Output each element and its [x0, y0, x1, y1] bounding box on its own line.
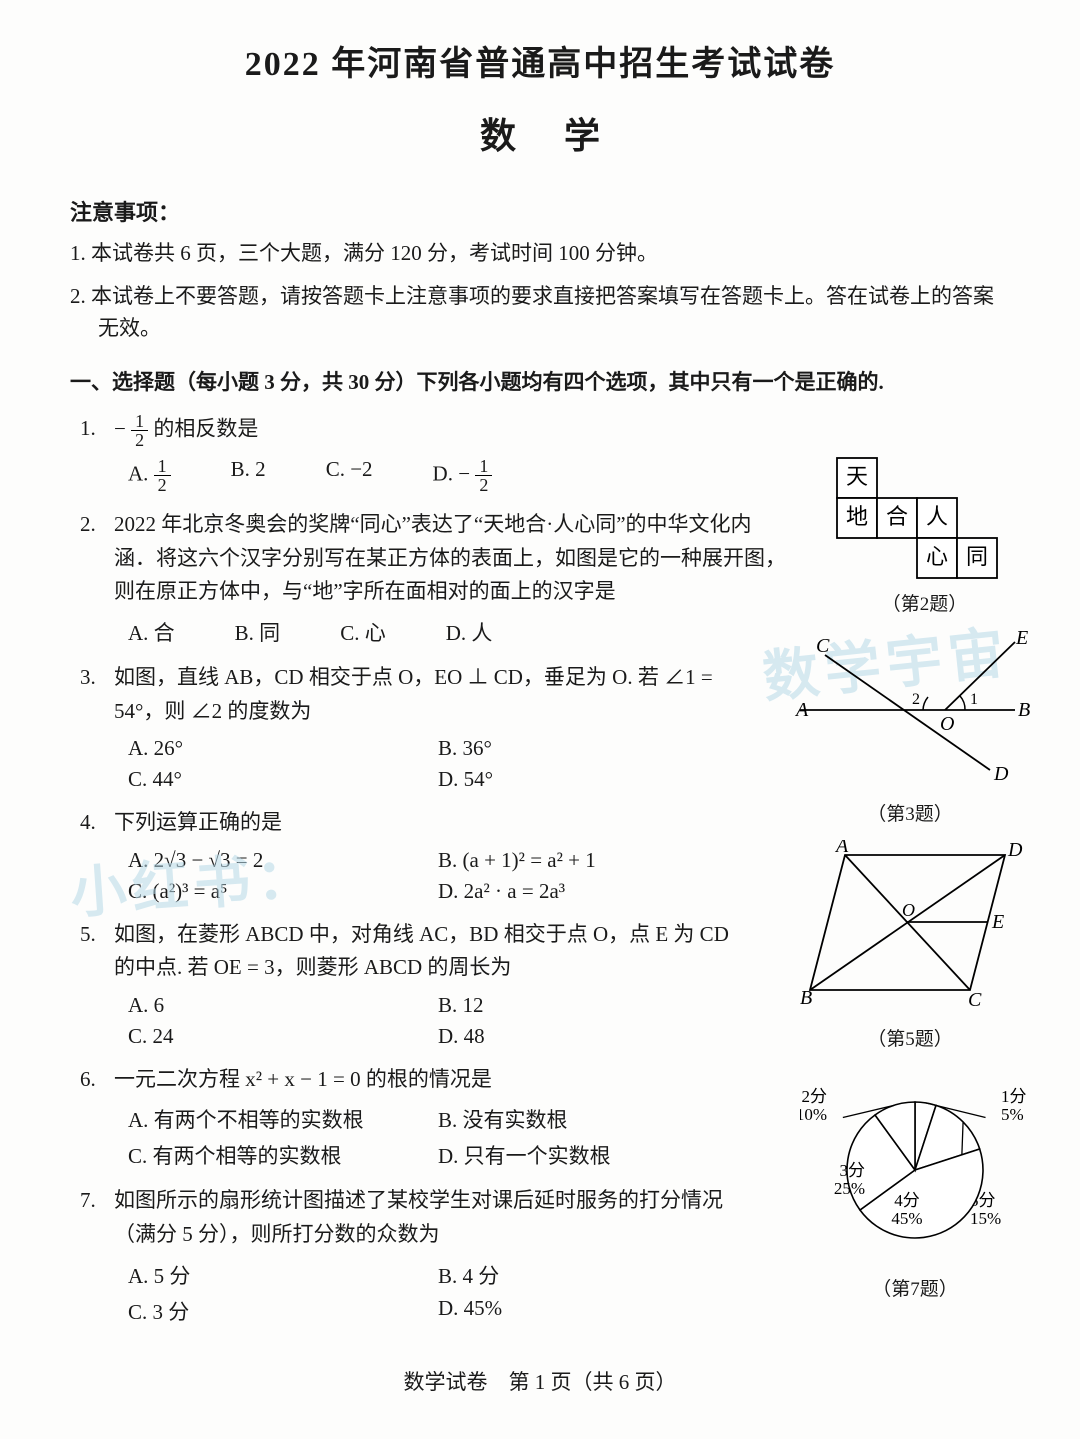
q3-number: 3.	[80, 661, 96, 695]
q2-stem: 2022 年北京冬奥会的奖牌“同心”表达了“天地合·人心同”的中华文化内涵．将这…	[114, 512, 786, 603]
notice-item-2: 2. 本试卷上不要答题，请按答题卡上注意事项的要求直接把答案填写在答题卡上。答在…	[70, 280, 1010, 345]
question-5: 5. 如图，在菱形 ABCD 中，对角线 AC，BD 相交于点 O，点 E 为 …	[70, 918, 1010, 985]
exam-page: 2022 年河南省普通高中招生考试试卷 数学 注意事项： 1. 本试卷共 6 页…	[0, 0, 1080, 1439]
question-7: 7. 如图所示的扇形统计图描述了某校学生对课后延时服务的打分情况（满分 5 分）…	[70, 1184, 1010, 1251]
q7-opt-d: D. 45%	[438, 1296, 738, 1326]
q6-number: 6.	[80, 1063, 96, 1097]
svg-text:2分: 2分	[802, 1087, 828, 1106]
q5-opt-a: A. 6	[128, 993, 428, 1018]
question-3: 3. 如图，直线 AB，CD 相交于点 O，EO ⊥ CD，垂足为 O. 若 ∠…	[70, 661, 1010, 728]
svg-text:B: B	[1018, 699, 1030, 721]
q4-opt-d: D. 2a² · a = 2a³	[438, 879, 738, 904]
q2-opt-d: D. 人	[446, 617, 493, 647]
q1-number: 1.	[80, 412, 96, 446]
q3-stem: 如图，直线 AB，CD 相交于点 O，EO ⊥ CD，垂足为 O. 若 ∠1 =…	[114, 665, 713, 723]
svg-text:B: B	[800, 987, 812, 1009]
question-1: 1. − 12 的相反数是	[70, 412, 1010, 449]
q6-opt-d: D. 只有一个实数根	[438, 1140, 738, 1170]
q6-opt-a: A. 有两个不相等的实数根	[128, 1104, 428, 1134]
q5-opt-c: C. 24	[128, 1024, 428, 1049]
section-1-heading: 一、选择题（每小题 3 分，共 30 分）下列各小题均有四个选项，其中只有一个是…	[70, 367, 1010, 399]
q5-stem: 如图，在菱形 ABCD 中，对角线 AC，BD 相交于点 O，点 E 为 CD …	[114, 922, 729, 980]
q1-stem-suffix: 的相反数是	[148, 416, 258, 440]
q6-opt-c: C. 有两个相等的实数根	[128, 1140, 428, 1170]
q3-opt-b: B. 36°	[438, 736, 738, 761]
figure-q5-caption: （第5题）	[790, 1024, 1030, 1051]
q2-number: 2.	[80, 508, 96, 542]
question-4: 4. 下列运算正确的是	[70, 806, 1010, 840]
q2-opt-b: B. 同	[235, 617, 281, 647]
q7-number: 7.	[80, 1184, 96, 1218]
svg-text:A: A	[834, 840, 849, 857]
q5-number: 5.	[80, 918, 96, 952]
q1-stem-prefix: −	[114, 416, 131, 440]
svg-text:5%: 5%	[1001, 1105, 1024, 1124]
q1-fraction: 12	[131, 412, 148, 449]
svg-text:10%: 10%	[800, 1105, 827, 1124]
subject-title: 数学	[70, 107, 1010, 159]
svg-text:D: D	[1007, 840, 1023, 861]
q4-opt-a: A. 2√3 − √3 = 2	[128, 848, 428, 873]
q7-opt-a: A. 5 分	[128, 1260, 428, 1290]
q4-opt-c: C. (a²)³ = a⁵	[128, 879, 428, 904]
q6-opt-b: B. 没有实数根	[438, 1104, 738, 1134]
notice-heading: 注意事项：	[70, 195, 1010, 227]
svg-text:天: 天	[846, 464, 868, 489]
svg-text:D: D	[993, 763, 1009, 785]
q4-opt-b: B. (a + 1)² = a² + 1	[438, 848, 738, 873]
page-footer: 数学试卷 第 1 页（共 6 页）	[70, 1366, 1010, 1396]
q7-stem: 如图所示的扇形统计图描述了某校学生对课后延时服务的打分情况（满分 5 分），则所…	[114, 1188, 723, 1246]
q2-opt-a: A. 合	[128, 617, 175, 647]
q1-opt-a: A. 12	[128, 457, 171, 494]
svg-text:1分: 1分	[1001, 1087, 1027, 1106]
q7-opt-b: B. 4 分	[438, 1260, 738, 1290]
q1-opt-c: C. −2	[326, 457, 373, 494]
svg-text:C: C	[816, 635, 830, 657]
q3-opt-a: A. 26°	[128, 736, 428, 761]
q1-opt-d: D. − 12	[433, 457, 493, 494]
svg-text:3分: 3分	[840, 1161, 866, 1180]
svg-text:C: C	[968, 989, 982, 1011]
q3-opt-d: D. 54°	[438, 767, 738, 792]
figure-q7: 1分5%5分15%4分45%3分25%2分10% （第7题）	[800, 1065, 1030, 1301]
figure-q7-caption: （第7题）	[800, 1274, 1030, 1301]
page-title: 2022 年河南省普通高中招生考试试卷	[70, 36, 1010, 85]
q1-opt-b: B. 2	[231, 457, 266, 494]
notice-item-1: 1. 本试卷共 6 页，三个大题，满分 120 分，考试时间 100 分钟。	[70, 237, 1010, 270]
q5-opt-d: D. 48	[438, 1024, 738, 1049]
q2-opt-c: C. 心	[340, 617, 386, 647]
q5-opt-b: B. 12	[438, 993, 738, 1018]
q3-opt-c: C. 44°	[128, 767, 428, 792]
question-2: 2. 2022 年北京冬奥会的奖牌“同心”表达了“天地合·人心同”的中华文化内涵…	[70, 508, 1010, 609]
svg-text:E: E	[1015, 630, 1028, 649]
q6-stem: 一元二次方程 x² + x − 1 = 0 的根的情况是	[114, 1067, 492, 1091]
q4-number: 4.	[80, 806, 96, 840]
q4-stem: 下列运算正确的是	[114, 810, 282, 834]
q7-opt-c: C. 3 分	[128, 1296, 428, 1326]
